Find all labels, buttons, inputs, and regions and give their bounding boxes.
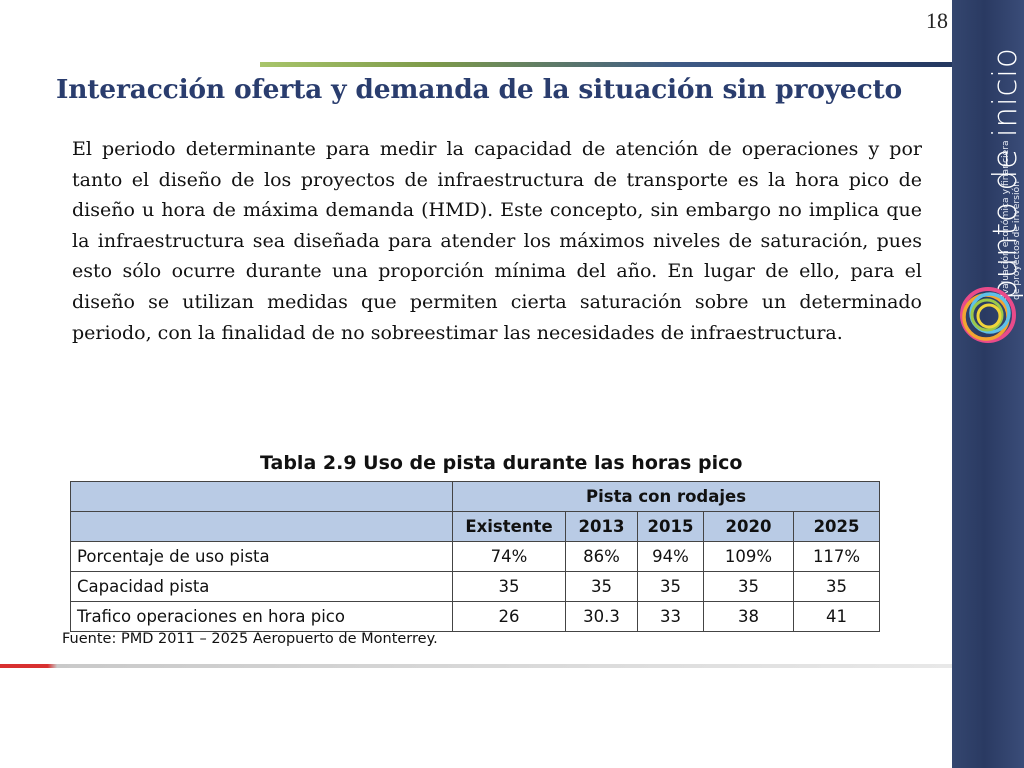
table-cell: 35 bbox=[637, 571, 704, 602]
table-row: Capacidad pista 35 35 35 35 35 bbox=[70, 571, 881, 602]
brand-tagline-line2: de proyectos de inversión bbox=[1011, 181, 1022, 300]
table-header-blank bbox=[70, 511, 453, 542]
table-cell: 109% bbox=[703, 541, 794, 572]
table-cell: 41 bbox=[792, 601, 881, 632]
top-divider bbox=[260, 62, 952, 67]
table-column-header: 2013 bbox=[565, 511, 638, 542]
table-cell: 30.3 bbox=[565, 601, 638, 632]
table-column-header: 2015 bbox=[637, 511, 704, 542]
brand-logo-icon bbox=[960, 287, 1016, 343]
table-source-note: Fuente: PMD 2011 – 2025 Aeropuerto de Mo… bbox=[62, 631, 438, 647]
brand-sidebar bbox=[952, 0, 1024, 768]
slide-title: Interacción oferta y demanda de la situa… bbox=[56, 74, 903, 105]
table-header-blank bbox=[70, 481, 453, 512]
brand-tagline-line1: evaluación económica y financiera bbox=[1000, 140, 1011, 300]
table-cell: 33 bbox=[637, 601, 704, 632]
table-column-header: 2020 bbox=[703, 511, 794, 542]
table-column-header: Existente bbox=[452, 511, 566, 542]
table-cell: 86% bbox=[565, 541, 638, 572]
runway-usage-table: Pista con rodajes Existente 2013 2015 20… bbox=[70, 481, 881, 632]
table-cell: 35 bbox=[703, 571, 794, 602]
table-cell: 35 bbox=[792, 571, 881, 602]
table-cell: 35 bbox=[565, 571, 638, 602]
table-row-label: Porcentaje de uso pista bbox=[70, 541, 453, 572]
table-cell: 117% bbox=[792, 541, 881, 572]
bottom-divider bbox=[0, 664, 952, 668]
table-cell: 38 bbox=[703, 601, 794, 632]
table-row: Porcentaje de uso pista 74% 86% 94% 109%… bbox=[70, 541, 881, 572]
table-group-header: Pista con rodajes bbox=[451, 481, 881, 512]
brand-tagline: evaluación económica y financiera de pro… bbox=[1000, 140, 1022, 300]
page-number: 18 bbox=[926, 8, 948, 33]
table-cell: 94% bbox=[637, 541, 704, 572]
table-row-label: Capacidad pista bbox=[70, 571, 453, 602]
table-header-row: Existente 2013 2015 2020 2025 bbox=[70, 511, 881, 542]
table-cell: 35 bbox=[452, 571, 566, 602]
body-paragraph: El periodo determinante para medir la ca… bbox=[72, 138, 922, 344]
table-caption: Tabla 2.9 Uso de pista durante las horas… bbox=[260, 452, 743, 474]
table-cell: 26 bbox=[452, 601, 566, 632]
table-cell: 74% bbox=[452, 541, 566, 572]
table-group-header-row: Pista con rodajes bbox=[70, 481, 881, 512]
table-row: Trafico operaciones en hora pico 26 30.3… bbox=[70, 601, 881, 632]
table-column-header: 2025 bbox=[792, 511, 881, 542]
table-row-label: Trafico operaciones en hora pico bbox=[70, 601, 453, 632]
